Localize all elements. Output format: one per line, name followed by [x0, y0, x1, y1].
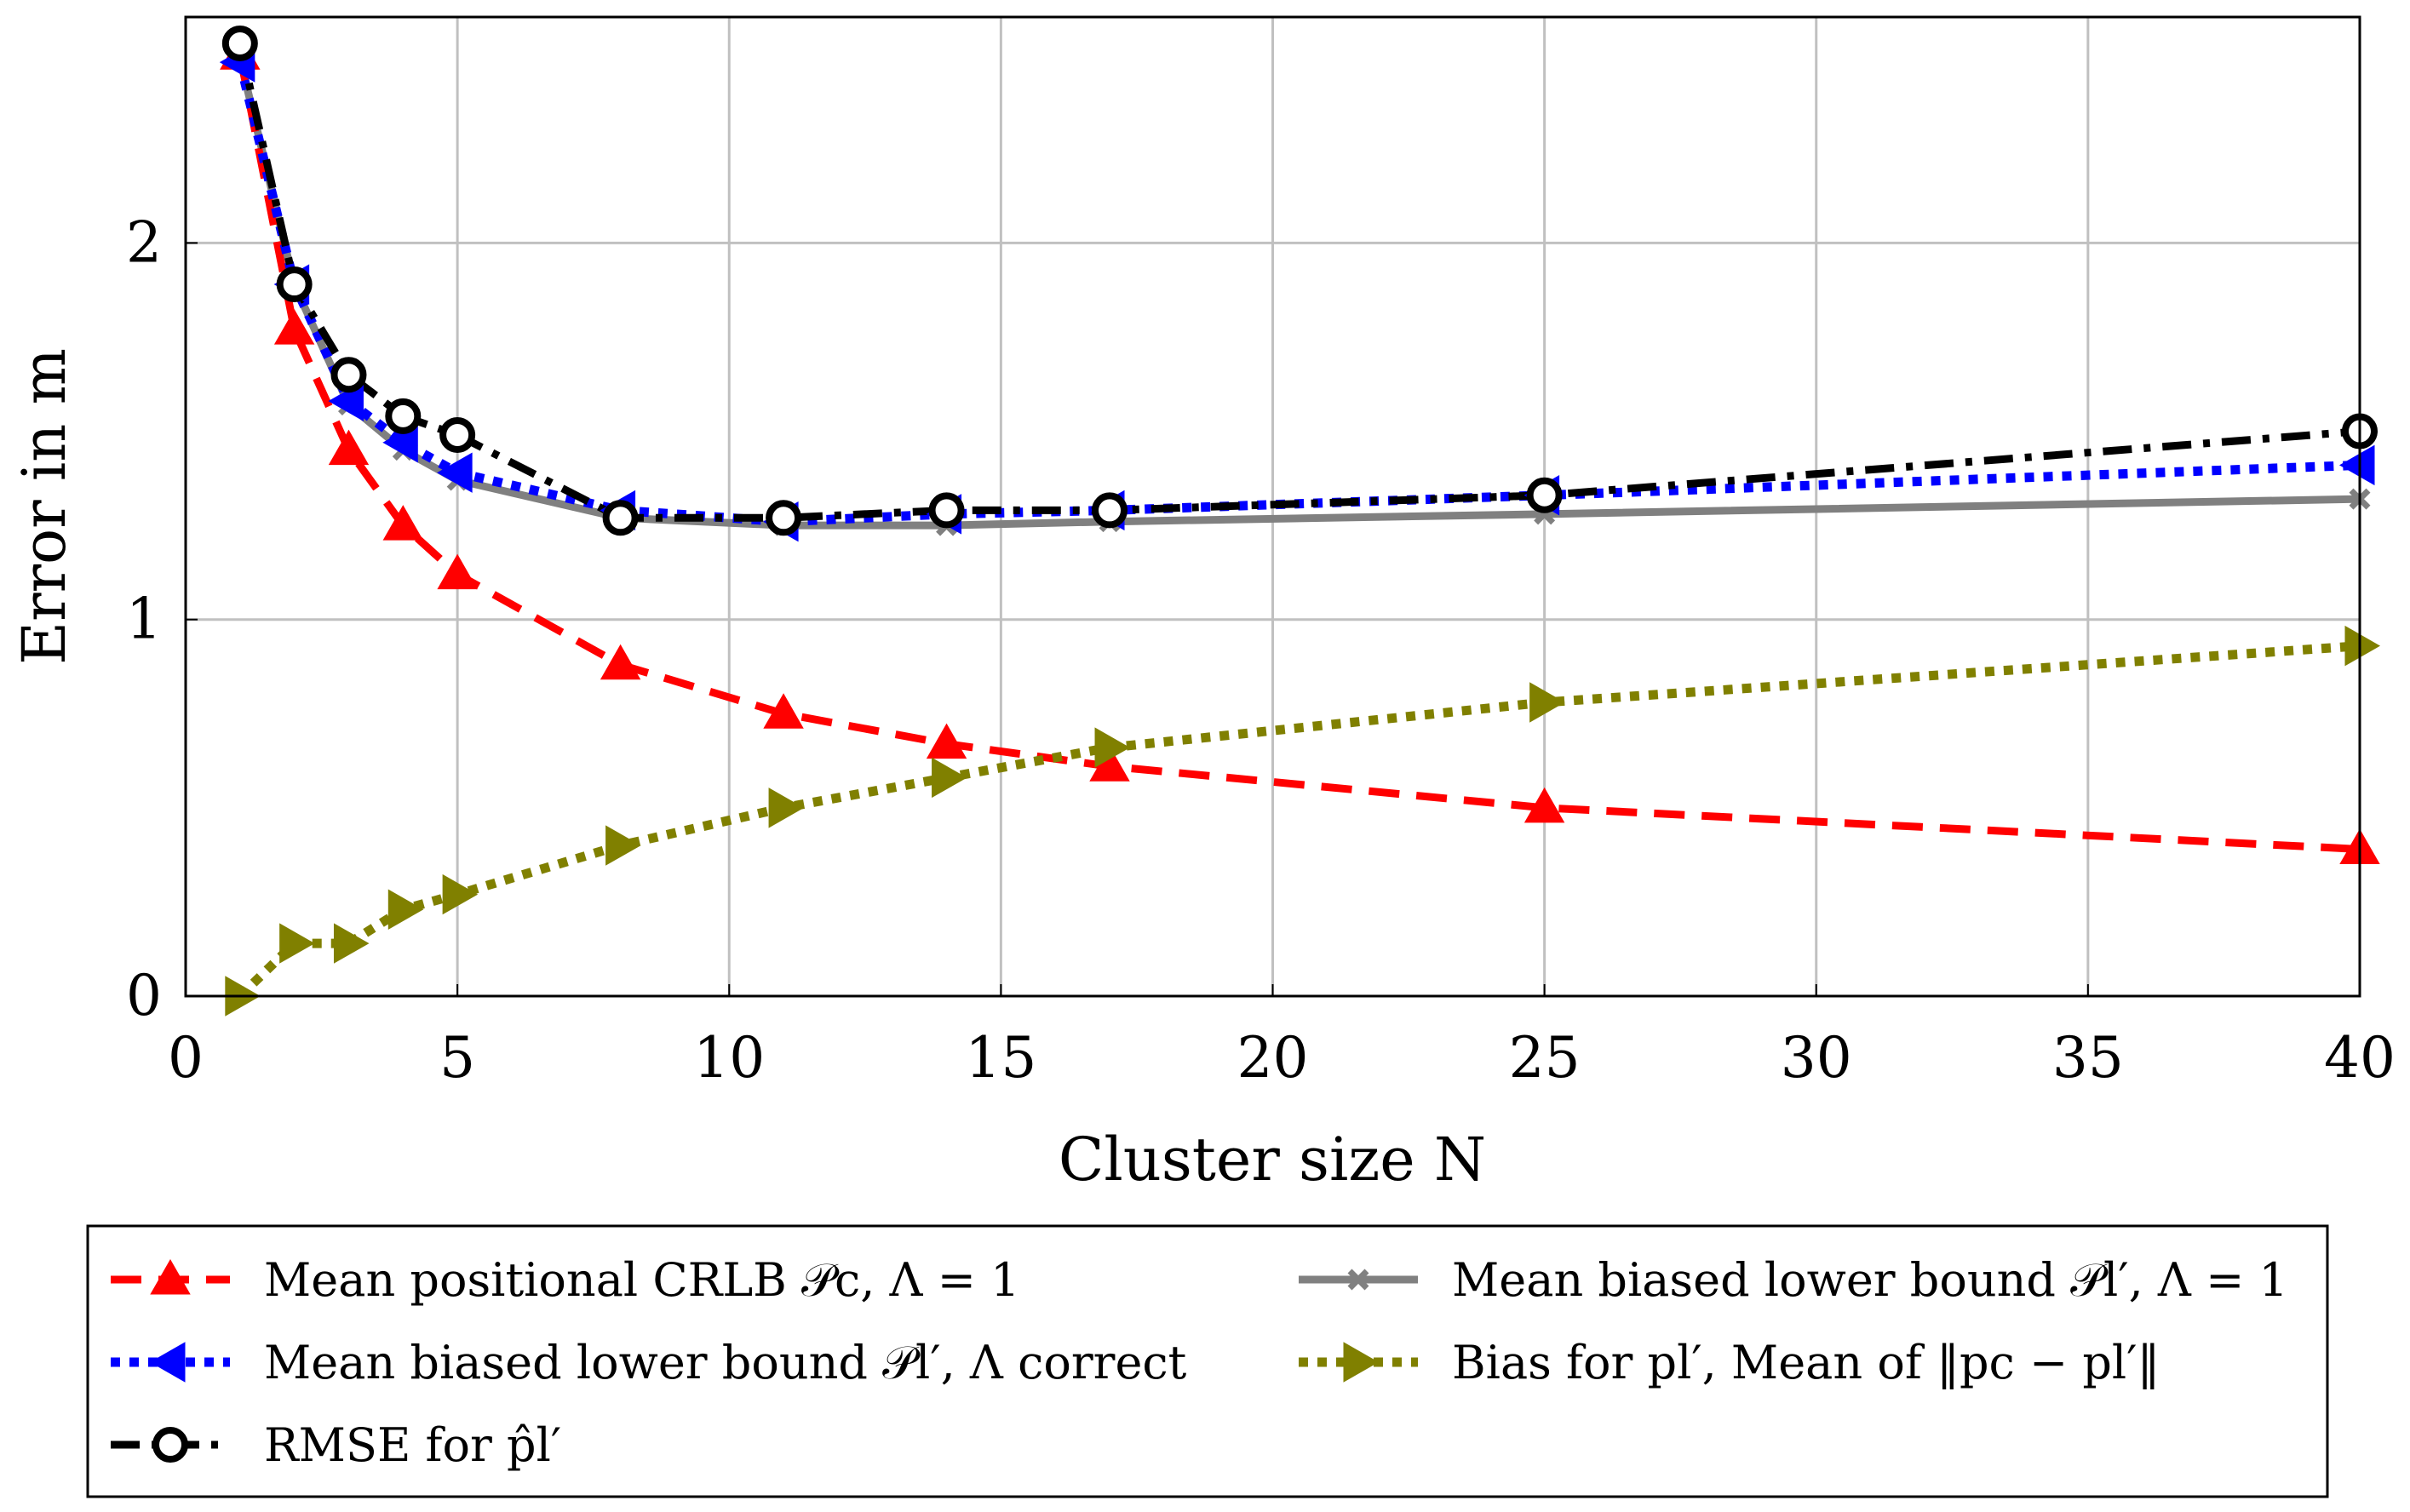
data-point-3-10 [2344, 625, 2381, 667]
data-point-0-3 [382, 505, 424, 541]
y-tick-label: 2 [126, 209, 162, 275]
data-point-3-9 [1529, 682, 1565, 723]
data-point-4-0 [221, 25, 258, 61]
series-line-2 [235, 60, 2360, 527]
series-line-1 [236, 57, 2360, 530]
x-tick-label: 40 [2324, 1025, 2396, 1091]
x-tick-label: 25 [1509, 1025, 1581, 1091]
series-layer [235, 42, 2360, 996]
data-point-3-1 [279, 923, 315, 964]
x-tick-label: 30 [1781, 1025, 1852, 1091]
x-tick-label: 10 [693, 1025, 765, 1091]
legend-item-triangle-left-2: Mean biased lower bound 𝒫l′, Λ correct [111, 1336, 1187, 1389]
x-tick-label: 15 [965, 1025, 1036, 1091]
legend-swatch-marker [150, 1258, 191, 1295]
legend-swatch-marker [152, 1427, 188, 1463]
series-markers-1 [229, 48, 2371, 536]
y-tick-label: 1 [126, 587, 162, 652]
data-point-0-5 [600, 644, 641, 680]
data-point-4-6 [766, 500, 802, 536]
data-point-2-4 [437, 452, 473, 493]
data-point-3-7 [932, 757, 967, 799]
legend-swatch-marker [1343, 1342, 1380, 1383]
data-point-0-9 [1523, 787, 1565, 823]
data-point-4-8 [1092, 492, 1128, 529]
tick-labels: 0 5 10 15 20 25 30 35 40 0 1 2 [126, 209, 2396, 1091]
data-point-3-5 [605, 825, 641, 866]
legend-label: Mean positional CRLB 𝒫c, Λ = 1 [264, 1253, 1019, 1307]
x-tick-label: 5 [439, 1025, 475, 1091]
legend-frame [86, 1224, 2329, 1498]
legend-label: RMSE for p̂l′ [264, 1418, 561, 1472]
legend-label: Mean biased lower bound 𝒫l′, Λ correct [264, 1336, 1187, 1389]
data-point-0-2 [328, 429, 370, 466]
data-point-4-1 [276, 266, 313, 303]
legend-swatch-marker [1347, 1269, 1369, 1291]
y-axis-title: Error in m [9, 348, 79, 665]
data-point-4-7 [928, 492, 965, 529]
data-point-0-7 [926, 723, 967, 759]
legend: Mean positional CRLB 𝒫c, Λ = 1 Mean biase… [86, 1224, 2329, 1498]
data-point-4-2 [330, 357, 367, 393]
marker-layer [219, 25, 2381, 1017]
series-markers-4 [221, 25, 2378, 536]
x-axis-title: Cluster size N [1059, 1125, 1486, 1194]
legend-label: Bias for pl′, Mean of ‖pc − pl′‖ [1452, 1336, 2160, 1389]
data-point-4-3 [385, 398, 422, 434]
series-markers-0 [220, 34, 2380, 864]
data-point-0-6 [763, 693, 804, 729]
x-tick-label: 20 [1237, 1025, 1309, 1091]
legend-label: Mean biased lower bound 𝒫l′, Λ = 1 [1452, 1253, 2288, 1307]
y-tick-label: 0 [126, 963, 162, 1028]
data-point-3-2 [333, 923, 370, 964]
series-markers-2 [219, 42, 2375, 542]
data-point-3-4 [442, 873, 479, 915]
series-markers-3 [225, 625, 2381, 1017]
data-point-4-9 [1526, 477, 1563, 513]
legend-swatch-marker [149, 1342, 186, 1383]
data-point-4-4 [439, 416, 476, 453]
data-point-3-3 [387, 889, 424, 930]
series-line-4 [236, 42, 2360, 522]
legend-item-x-1: Mean biased lower bound 𝒫l′, Λ = 1 [1299, 1253, 2288, 1307]
legend-item-triangle-right-3: Bias for pl′, Mean of ‖pc − pl′‖ [1299, 1336, 2160, 1389]
series-line-3 [236, 641, 2360, 996]
legend-item-triangle-up-0: Mean positional CRLB 𝒫c, Λ = 1 [111, 1253, 1019, 1307]
data-point-3-6 [768, 788, 805, 828]
legend-item-circle-4: RMSE for p̂l′ [111, 1418, 561, 1472]
data-point-3-8 [1094, 727, 1131, 768]
data-point-0-4 [437, 553, 478, 590]
x-tick-label: 0 [168, 1025, 204, 1091]
x-tick-label: 35 [2052, 1025, 2124, 1091]
data-point-0-1 [273, 309, 315, 345]
data-point-2-10 [2338, 444, 2375, 486]
data-point-4-5 [602, 500, 639, 536]
